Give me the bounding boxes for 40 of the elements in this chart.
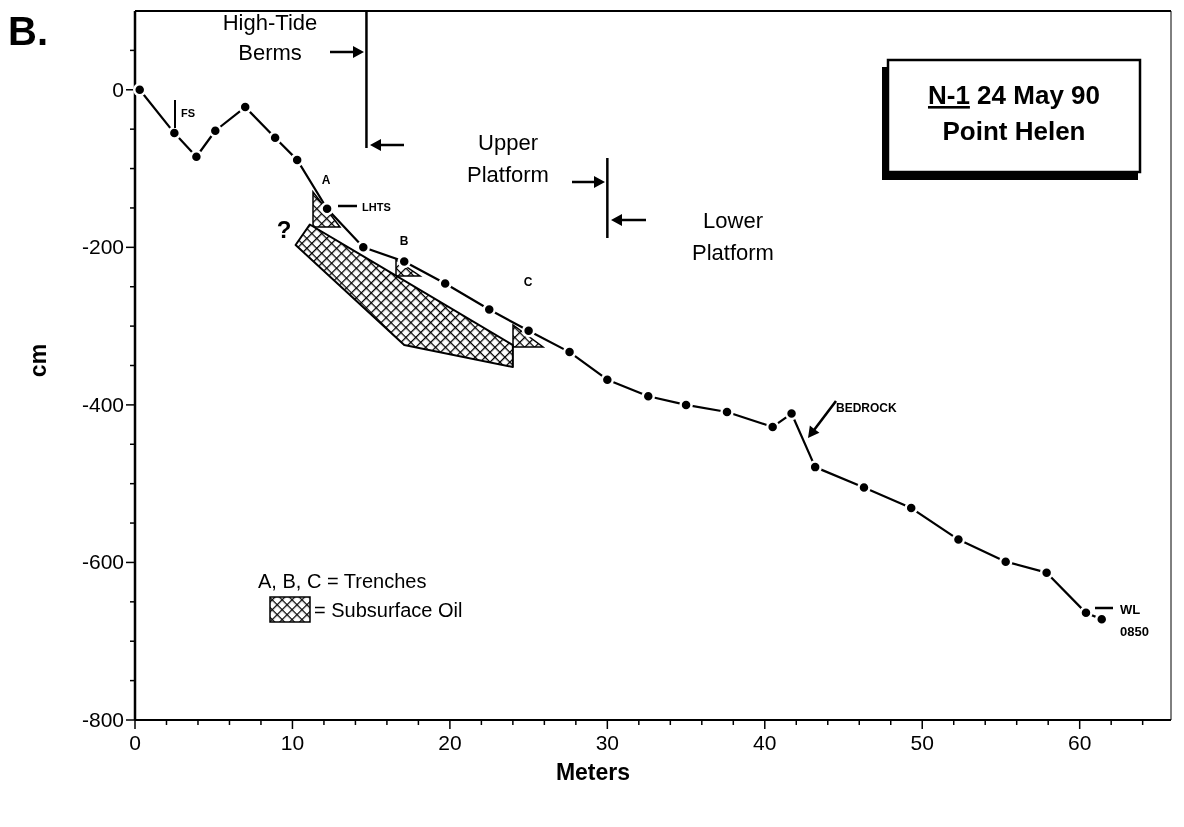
point	[290, 153, 304, 167]
annotation: Upper Platform	[467, 130, 549, 187]
y-axis-title: cm	[25, 343, 51, 378]
annotation: LHTS	[362, 201, 391, 213]
x-tick-label: 60	[1068, 731, 1092, 754]
text: Point Helen	[942, 116, 1086, 146]
annotation: A	[321, 173, 331, 187]
point	[132, 83, 147, 97]
x-axis-title: Meters	[555, 759, 631, 785]
annotation: FS	[181, 107, 196, 119]
point	[238, 100, 252, 114]
y-tick-label: -800	[81, 708, 124, 731]
x-tick-label: 40	[753, 731, 777, 754]
annotation: B	[399, 234, 409, 248]
annotation: ?	[276, 216, 292, 243]
y-tick-label: -400	[81, 392, 124, 416]
x-tick-label: 0	[129, 731, 141, 754]
point	[562, 345, 577, 359]
x-tick-label: 50	[910, 731, 934, 754]
x-tick-label: 30	[595, 731, 620, 754]
y-tick-label: -200	[81, 235, 124, 259]
point	[720, 405, 734, 419]
y-tick-label: -600	[81, 550, 124, 574]
point	[167, 126, 182, 140]
annotation: BEDROCK	[836, 401, 897, 415]
point	[765, 420, 780, 434]
text: B.	[8, 9, 48, 53]
x-tick-label: 10	[280, 731, 305, 754]
annotation: Lower Platform	[692, 208, 774, 265]
y-tick-label: 0	[112, 77, 124, 101]
point	[679, 398, 693, 412]
legend-label: = Subsurface Oil	[314, 599, 463, 621]
annotation: WL 0850	[1120, 602, 1149, 639]
annotation: High-Tide Berms	[222, 10, 318, 65]
point	[904, 501, 918, 515]
point	[268, 131, 282, 145]
annotation: A, B, C = Trenches	[258, 570, 427, 592]
annotation: C	[523, 275, 533, 289]
text: N-1 24 May 90	[927, 80, 1101, 110]
x-tick-label: 20	[438, 731, 462, 754]
